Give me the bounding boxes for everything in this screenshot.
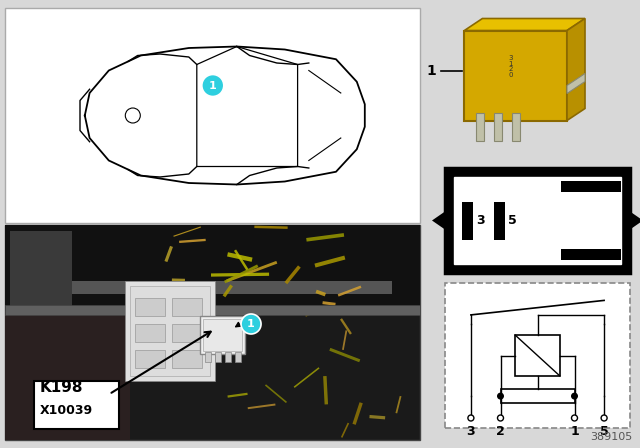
Bar xyxy=(134,323,164,341)
Polygon shape xyxy=(567,18,585,121)
Text: 1: 1 xyxy=(427,64,436,78)
Bar xyxy=(445,168,630,273)
Bar xyxy=(445,283,630,428)
Bar xyxy=(203,319,242,351)
Circle shape xyxy=(601,415,607,421)
Polygon shape xyxy=(630,211,640,229)
Text: 3: 3 xyxy=(467,425,476,438)
Polygon shape xyxy=(567,73,585,94)
Circle shape xyxy=(571,392,578,400)
Bar xyxy=(172,349,202,367)
Text: 1: 1 xyxy=(570,425,579,438)
Text: 3: 3 xyxy=(476,214,484,227)
Text: 1: 1 xyxy=(623,180,632,193)
Text: 2: 2 xyxy=(623,248,632,261)
Text: 3
1
2
0: 3 1 2 0 xyxy=(508,55,513,78)
Bar xyxy=(500,389,575,403)
Text: 5: 5 xyxy=(508,214,516,227)
Bar xyxy=(215,352,221,362)
Text: 1: 1 xyxy=(209,81,217,90)
Text: 1: 1 xyxy=(247,319,255,329)
Bar xyxy=(225,352,231,362)
Bar xyxy=(5,225,420,440)
Circle shape xyxy=(572,415,577,421)
Bar xyxy=(125,280,214,380)
Circle shape xyxy=(241,314,261,334)
Bar xyxy=(134,349,164,367)
Bar xyxy=(494,112,502,141)
Bar xyxy=(34,381,119,429)
Bar xyxy=(476,112,484,141)
Text: 2: 2 xyxy=(496,425,505,438)
Text: 389105: 389105 xyxy=(589,432,632,442)
Circle shape xyxy=(497,415,504,421)
Text: X10039: X10039 xyxy=(40,404,93,417)
Bar xyxy=(5,225,420,311)
Bar xyxy=(462,202,473,240)
Bar xyxy=(10,232,72,307)
Bar xyxy=(134,297,164,315)
Circle shape xyxy=(202,74,224,96)
Bar xyxy=(494,202,505,240)
Bar xyxy=(465,30,567,121)
Bar xyxy=(205,352,211,362)
Bar xyxy=(5,305,420,315)
Bar xyxy=(561,181,621,192)
Bar xyxy=(5,311,129,440)
Polygon shape xyxy=(432,211,445,229)
Bar xyxy=(235,352,241,362)
Bar xyxy=(561,249,621,260)
Bar xyxy=(5,8,420,223)
Bar xyxy=(172,323,202,341)
Bar xyxy=(513,112,520,141)
Text: K198: K198 xyxy=(40,380,84,395)
Text: 5: 5 xyxy=(600,425,609,438)
Circle shape xyxy=(497,392,504,400)
Bar xyxy=(515,335,560,376)
Bar xyxy=(454,177,621,264)
Bar xyxy=(129,285,209,375)
Polygon shape xyxy=(465,18,585,30)
Bar xyxy=(172,297,202,315)
Bar xyxy=(10,281,392,294)
Bar xyxy=(200,316,245,354)
Circle shape xyxy=(468,415,474,421)
